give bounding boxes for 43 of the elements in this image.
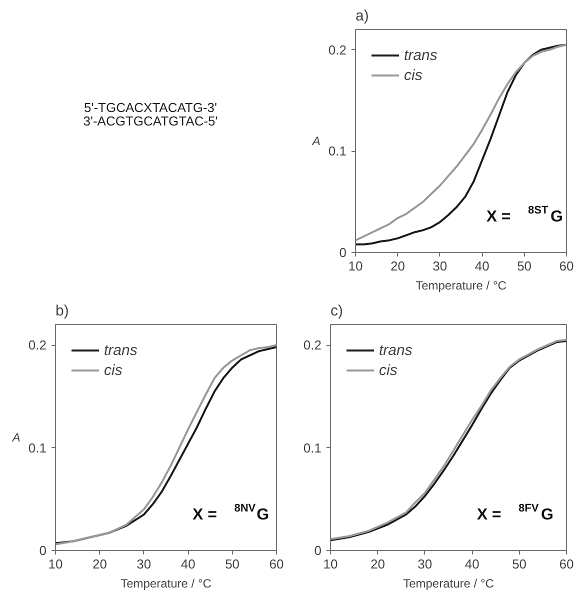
legend-label: trans [104,342,138,358]
chart-title: a) [356,8,369,24]
x-tick-label: 20 [370,556,385,572]
x-tick-label: 10 [348,258,363,274]
x-tick-label: 40 [464,556,480,572]
x-axis-title: Temperature / °C [120,576,212,590]
x-tick-label: 40 [180,556,196,572]
y-tick-label: 0 [314,543,322,558]
chart-title: b) [56,302,69,320]
x-tick-label: 10 [323,556,338,572]
x-tick-label: 30 [136,556,152,572]
x-tick-label: 60 [559,556,574,572]
chart-title: c) [330,302,343,320]
x-tick-label: 60 [269,556,284,572]
y-axis-title: A [311,134,320,148]
x-tick-label: 60 [559,258,574,274]
y-tick-label: 0.2 [303,338,322,353]
x-tick-label: 20 [92,556,107,572]
legend-label: cis [404,66,424,84]
x-tick-label: 40 [474,258,490,274]
legend-label: cis [104,362,124,378]
x-tick-label: 20 [390,258,405,274]
y-tick-label: 0.1 [303,440,322,456]
x-tick-label: 30 [432,258,448,274]
x-tick-label: 50 [225,556,240,572]
x-tick-label: 50 [517,258,532,274]
y-tick-label: 0.1 [328,144,347,159]
y-tick-label: 0.2 [28,338,47,353]
text: 3'-ACGTGCATGTAC-5' [83,113,218,128]
x-tick-label: 50 [512,556,527,572]
x-axis-title: Temperature / °C [403,576,494,590]
legend-label: trans [379,342,412,358]
y-tick-label: 0.1 [28,440,47,456]
x-tick-label: 30 [418,556,432,572]
legend-label: trans [404,46,438,64]
y-tick-label: 0.2 [328,42,347,58]
x-tick-label: 10 [48,556,63,572]
y-axis-title: A [11,430,20,444]
x-axis-title: Temperature / °C [416,278,507,292]
y-tick-label: 0 [339,245,347,260]
legend-label: cis [379,362,398,378]
text: 5'-TGCACXTACATG-3' [84,100,218,116]
y-tick-label: 0 [39,543,47,558]
